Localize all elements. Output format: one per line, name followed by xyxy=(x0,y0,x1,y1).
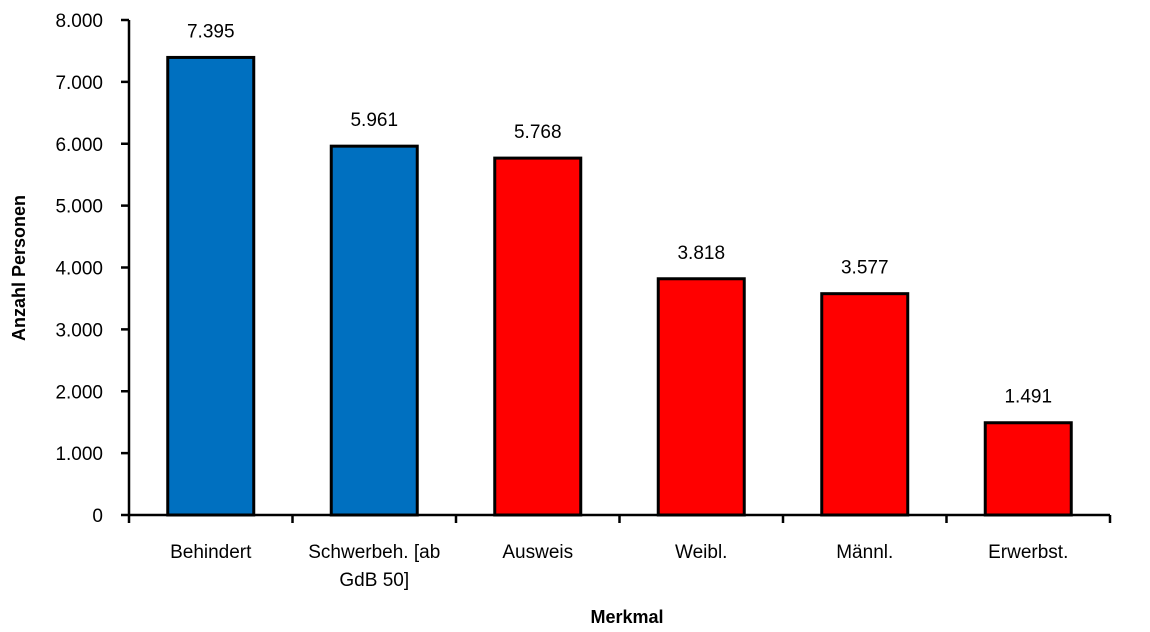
x-axis-title: Merkmal xyxy=(590,607,663,627)
y-tick-label-1: 1.000 xyxy=(55,444,103,465)
data-label-4: 3.577 xyxy=(841,258,889,279)
y-tick-label-5: 5.000 xyxy=(55,197,103,218)
x-tick-label-1: Schwerbeh. [ab GdB 50] xyxy=(308,542,440,591)
labels-group: 7.395 Behindert 5.961 Schwerbeh. [ab GdB 50]… xyxy=(170,21,1068,591)
data-label-1: 5.961 xyxy=(350,110,398,131)
x-tick-label-2: Ausweis xyxy=(502,542,573,563)
bar-0 xyxy=(166,55,256,517)
y-tick-label-4: 4.000 xyxy=(55,259,103,280)
y-tick-label-2: 2.000 xyxy=(55,382,103,403)
y-tick-label-6: 6.000 xyxy=(55,135,103,156)
x-tick-label-0: Behindert xyxy=(170,542,252,563)
y-tick-label-0: 0 xyxy=(92,506,103,527)
y-tick-label-7: 7.000 xyxy=(55,73,103,94)
bar-3 xyxy=(656,277,746,517)
bars-group xyxy=(166,55,1073,517)
bar-2 xyxy=(493,156,583,517)
y-tick-label-3: 3.000 xyxy=(55,320,103,341)
bar-1 xyxy=(329,144,419,517)
x-tick-label-4: Männl. xyxy=(836,542,893,563)
y-axis-title: Anzahl Personen xyxy=(9,195,29,341)
data-label-2: 5.768 xyxy=(514,122,562,143)
x-tick-label-5: Erwerbst. xyxy=(988,542,1068,563)
axes-group: 0 1.000 2.000 3.000 4.000 5.000 6.000 7.000 8.00… xyxy=(55,11,1112,527)
data-label-0: 7.395 xyxy=(187,21,235,42)
y-tick-label-8: 8.000 xyxy=(55,11,103,32)
bar-5 xyxy=(983,421,1073,517)
data-label-5: 1.491 xyxy=(1004,387,1052,408)
bar-4 xyxy=(820,292,910,517)
data-label-3: 3.818 xyxy=(677,243,725,264)
x-tick-label-3: Weibl. xyxy=(675,542,727,563)
